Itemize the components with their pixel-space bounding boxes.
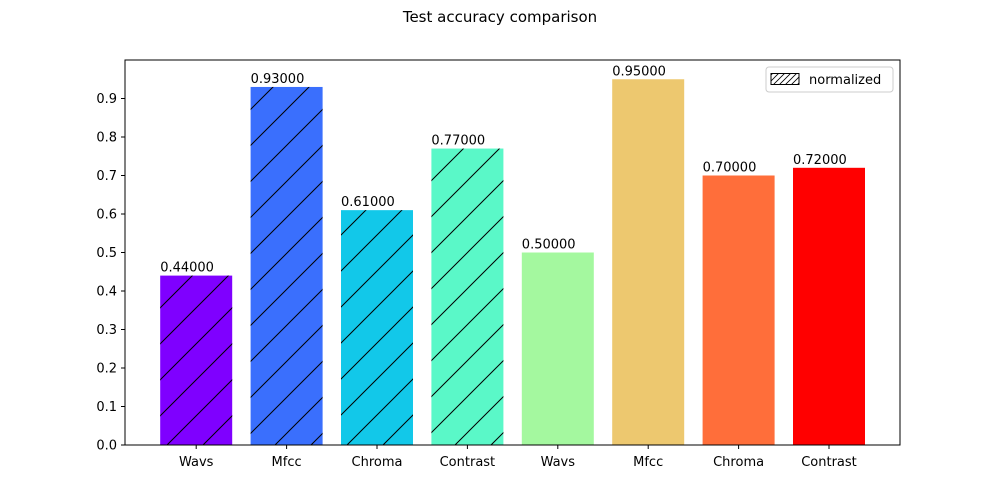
legend: normalized — [765, 66, 894, 93]
bar-value-label-6: 0.95000 — [612, 64, 666, 79]
y-tick-label-6: 0.6 — [96, 208, 117, 223]
x-tick-label-3: Chroma — [352, 455, 403, 470]
bar-5 — [521, 252, 594, 445]
bar-hatch-4 — [431, 148, 504, 446]
y-tick-label-9: 0.9 — [96, 92, 117, 107]
bar-value-label-8: 0.72000 — [793, 153, 847, 168]
x-tick-label-7: Chroma — [713, 455, 764, 470]
x-tick-label-6: Mfcc — [633, 455, 663, 470]
y-tick-label-0: 0.0 — [96, 439, 117, 454]
legend-label: normalized — [809, 73, 881, 88]
plot-frame — [124, 59, 901, 446]
x-tick-label-8: Contrast — [801, 455, 857, 470]
x-axis: Wavs Mfcc Chroma Contrast Wavs Mfcc Chroma Cont… — [179, 445, 857, 470]
bar-8 — [793, 167, 865, 446]
y-tick-label-2: 0.2 — [96, 362, 117, 377]
y-tick-label-8: 0.8 — [96, 131, 117, 146]
y-axis: 0.0 0.1 0.2 0.3 0.4 0.5 0.6 0.7 0.8 0.9 — [96, 92, 125, 454]
x-tick-label-4: Contrast — [440, 455, 496, 470]
bar-value-label-3: 0.61000 — [341, 195, 395, 210]
bar-hatch-3 — [341, 210, 413, 445]
bar-value-label-4: 0.77000 — [431, 134, 485, 149]
bar-7 — [702, 175, 775, 445]
bar-value-label-2: 0.93000 — [251, 72, 305, 87]
legend-hatch-pattern — [771, 73, 799, 85]
bars-layer: 0.44000 0.93000 0.61000 0.77000 0.50000 0.950… — [160, 64, 865, 446]
bar-6 — [612, 79, 685, 445]
bar-value-label-1: 0.44000 — [160, 261, 214, 276]
x-tick-label-2: Mfcc — [272, 455, 302, 470]
y-tick-label-7: 0.7 — [96, 169, 117, 184]
y-tick-label-1: 0.1 — [96, 400, 117, 415]
x-tick-label-1: Wavs — [179, 455, 214, 470]
y-tick-label-3: 0.3 — [96, 323, 117, 338]
y-tick-label-4: 0.4 — [96, 285, 117, 300]
bar-hatch-2 — [250, 86, 323, 445]
x-tick-label-5: Wavs — [541, 455, 576, 470]
bar-value-label-7: 0.70000 — [703, 161, 757, 176]
y-tick-label-5: 0.5 — [96, 246, 117, 261]
bar-hatch-1 — [160, 275, 233, 445]
chart-title: Test accuracy comparison — [402, 8, 597, 26]
bar-value-label-5: 0.50000 — [522, 238, 576, 253]
